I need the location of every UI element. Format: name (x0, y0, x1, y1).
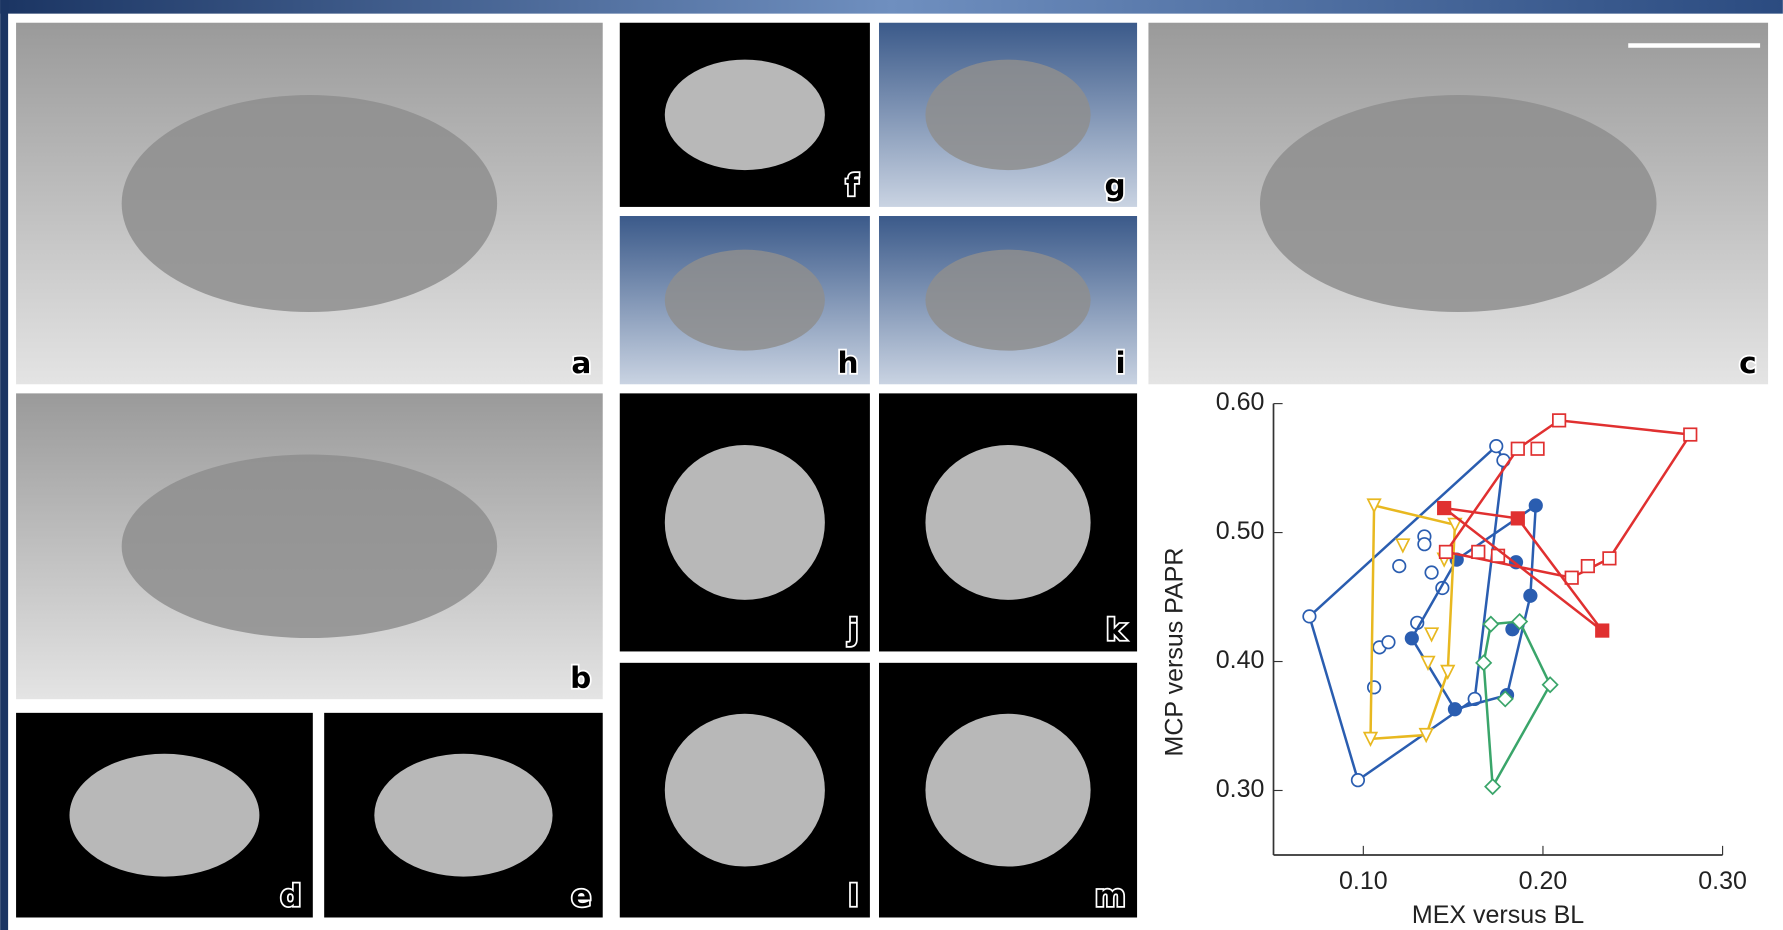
group-outline (1444, 508, 1602, 631)
point (1406, 632, 1419, 645)
specimen (925, 60, 1090, 171)
panel-label: l (848, 879, 858, 913)
page: abcdefghijklm 0.100.200.300.300.400.500.… (0, 0, 1783, 930)
point (1440, 546, 1453, 559)
panel-label: a (571, 346, 591, 380)
point (1382, 636, 1395, 649)
y-tick-label: 0.30 (1216, 775, 1265, 803)
group-outline (1484, 622, 1550, 787)
specimen (925, 250, 1090, 351)
point (1684, 428, 1697, 441)
point (1303, 610, 1316, 623)
panel-label: d (280, 879, 301, 913)
panel-label: j (847, 613, 858, 647)
point (1425, 566, 1438, 579)
point (1553, 414, 1566, 427)
specimen (122, 95, 497, 312)
y-axis-label: MCP versus PAPR (1160, 548, 1188, 757)
specimen (122, 455, 497, 638)
point (1603, 552, 1616, 565)
frame-top (0, 0, 1783, 14)
point (1524, 590, 1537, 603)
panel-label: m (1095, 879, 1126, 913)
y-tick-label: 0.50 (1216, 517, 1265, 545)
point (1596, 624, 1609, 637)
point (1449, 703, 1462, 716)
panel-label: e (571, 879, 591, 913)
point (1368, 681, 1381, 694)
panel-label: h (837, 346, 858, 380)
x-axis-label: MEX versus BL (1412, 901, 1584, 929)
point (1485, 779, 1500, 794)
specimen (925, 714, 1090, 867)
figure: abcdefghijklm 0.100.200.300.300.400.500.… (0, 0, 1783, 930)
x-tick-label: 0.10 (1339, 867, 1388, 895)
point (1512, 442, 1525, 455)
point (1441, 666, 1454, 679)
specimen (665, 445, 825, 600)
point (1472, 546, 1485, 559)
specimen (665, 714, 825, 867)
specimen (665, 250, 825, 351)
point (1582, 560, 1595, 573)
point (1530, 499, 1543, 512)
specimen (69, 754, 259, 877)
point (1490, 440, 1503, 453)
panels: a b c d e f g h i j k l m (16, 23, 1768, 918)
point (1531, 442, 1544, 455)
scatter-chart: 0.10 0.20 0.30 0.30 0.40 0.50 0.60 MEX versus B… (1160, 388, 1747, 929)
point (1543, 677, 1558, 692)
point (1422, 657, 1435, 670)
panel-label: f (846, 169, 860, 203)
specimen (925, 445, 1090, 600)
panel-label: b (570, 661, 591, 695)
point (1397, 539, 1410, 552)
group-outline (1309, 446, 1503, 780)
x-tick-label: 0.30 (1698, 867, 1747, 895)
point (1418, 538, 1431, 551)
point (1438, 502, 1451, 515)
point (1393, 560, 1406, 573)
panel-label: i (1116, 346, 1126, 380)
point (1565, 571, 1578, 584)
y-tick-label: 0.40 (1216, 646, 1265, 674)
panel-label: c (1739, 346, 1757, 380)
x-tick-label: 0.20 (1519, 867, 1568, 895)
point (1483, 617, 1498, 632)
point (1352, 774, 1365, 787)
specimen (374, 754, 552, 877)
point (1512, 512, 1525, 525)
y-tick-label: 0.60 (1216, 388, 1265, 416)
specimen (1260, 95, 1657, 312)
point (1425, 628, 1438, 641)
panel-label: g (1105, 169, 1126, 203)
specimen (665, 60, 825, 171)
frame-left (0, 0, 8, 930)
panel-label: k (1106, 613, 1127, 647)
